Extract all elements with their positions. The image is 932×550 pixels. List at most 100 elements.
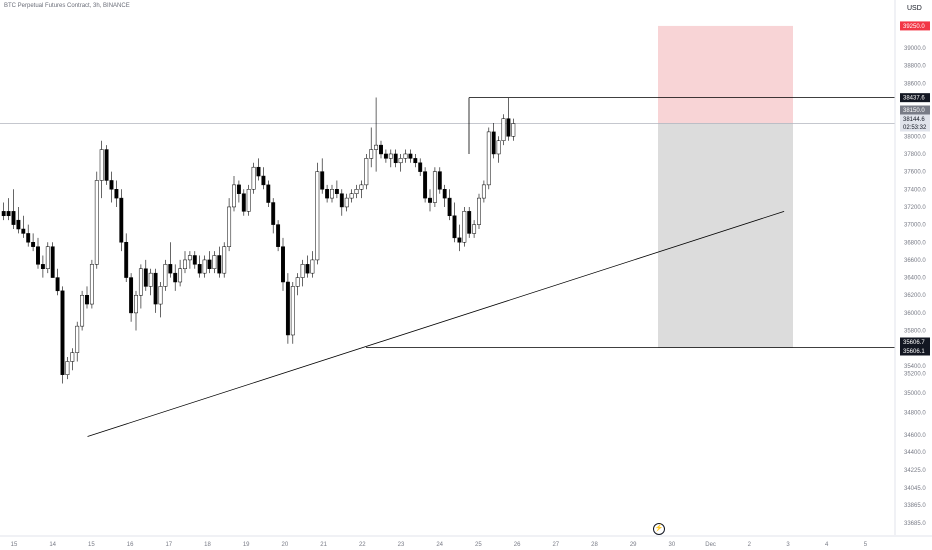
candle[interactable] (99, 149, 104, 181)
candle[interactable] (325, 189, 330, 199)
candle[interactable] (432, 171, 437, 203)
candle[interactable] (80, 294, 85, 327)
candle[interactable] (173, 272, 178, 283)
candle[interactable] (202, 259, 207, 274)
candle[interactable] (85, 294, 89, 305)
candle[interactable] (457, 237, 462, 243)
candle[interactable] (403, 153, 408, 159)
candle[interactable] (21, 228, 26, 234)
candle[interactable] (212, 255, 217, 270)
candle[interactable] (501, 118, 506, 141)
candle[interactable] (359, 184, 364, 190)
candle[interactable] (481, 184, 486, 199)
candle[interactable] (281, 246, 285, 283)
candle[interactable] (11, 211, 16, 225)
candle[interactable] (236, 184, 241, 194)
candle[interactable] (192, 255, 197, 265)
candle[interactable] (266, 184, 271, 203)
candle[interactable] (227, 206, 232, 247)
candle[interactable] (354, 189, 359, 194)
candle[interactable] (50, 246, 55, 278)
candle[interactable] (486, 131, 491, 186)
candle[interactable] (388, 153, 393, 159)
candle[interactable] (104, 149, 109, 181)
candle[interactable] (89, 264, 94, 305)
candle[interactable] (222, 246, 227, 274)
candle[interactable] (168, 264, 173, 274)
candle[interactable] (423, 171, 428, 199)
candle[interactable] (217, 255, 222, 274)
candle[interactable] (143, 268, 148, 287)
candle[interactable] (393, 153, 398, 164)
candle[interactable] (207, 259, 212, 270)
candle[interactable] (60, 290, 65, 375)
candle[interactable] (315, 171, 320, 261)
candle[interactable] (349, 193, 354, 199)
candle[interactable] (285, 281, 290, 336)
candle[interactable] (496, 140, 501, 155)
candle[interactable] (6, 211, 11, 217)
candle[interactable] (374, 144, 379, 150)
candle[interactable] (138, 268, 143, 296)
candle[interactable] (45, 246, 50, 270)
candle[interactable] (232, 184, 236, 208)
candle[interactable] (408, 153, 413, 159)
stop-loss-zone[interactable] (658, 25, 793, 124)
candle[interactable] (276, 224, 281, 247)
candle[interactable] (295, 277, 300, 287)
candle[interactable] (246, 189, 251, 212)
candle[interactable] (344, 197, 349, 208)
take-profit-zone[interactable] (658, 123, 793, 348)
candle[interactable] (462, 211, 467, 243)
candle[interactable] (477, 197, 481, 225)
candle[interactable] (158, 286, 163, 305)
candle[interactable] (334, 189, 339, 194)
candle[interactable] (413, 158, 418, 164)
candle[interactable] (383, 153, 388, 159)
candle[interactable] (163, 264, 168, 287)
candle[interactable] (511, 123, 516, 137)
candle[interactable] (55, 277, 60, 292)
candle[interactable] (153, 272, 158, 305)
candle[interactable] (452, 215, 457, 239)
candle[interactable] (26, 233, 31, 243)
currency-label[interactable]: USD (907, 5, 922, 12)
candle[interactable] (261, 175, 266, 186)
candle[interactable] (129, 277, 134, 314)
candle[interactable] (178, 268, 183, 283)
candle[interactable] (251, 166, 256, 190)
trendline[interactable] (87, 210, 785, 437)
candle[interactable] (447, 197, 452, 217)
candle[interactable] (70, 352, 75, 362)
flash-icon[interactable]: ⚡ (653, 523, 665, 535)
candle[interactable] (467, 211, 472, 234)
candle[interactable] (124, 242, 129, 278)
candle[interactable] (109, 180, 114, 190)
candle[interactable] (256, 166, 261, 177)
candle[interactable] (330, 189, 334, 199)
candle[interactable] (197, 264, 202, 274)
candle[interactable] (320, 171, 325, 190)
candle[interactable] (134, 294, 138, 314)
candle[interactable] (1, 211, 6, 217)
candle[interactable] (428, 197, 432, 203)
candle[interactable] (472, 224, 477, 234)
candle[interactable] (75, 325, 80, 353)
candle[interactable] (183, 259, 187, 270)
candle[interactable] (300, 264, 305, 278)
candle[interactable] (94, 180, 99, 265)
candle[interactable] (271, 202, 276, 225)
candle[interactable] (506, 118, 511, 137)
candle[interactable] (379, 144, 383, 155)
candle[interactable] (16, 219, 21, 230)
candle[interactable] (437, 171, 442, 190)
candle[interactable] (364, 158, 369, 186)
candle[interactable] (442, 189, 447, 199)
candle[interactable] (305, 264, 310, 274)
candle[interactable] (148, 272, 153, 287)
candle[interactable] (40, 264, 45, 269)
candle[interactable] (241, 193, 246, 212)
candle[interactable] (65, 361, 70, 375)
candle[interactable] (339, 193, 344, 208)
